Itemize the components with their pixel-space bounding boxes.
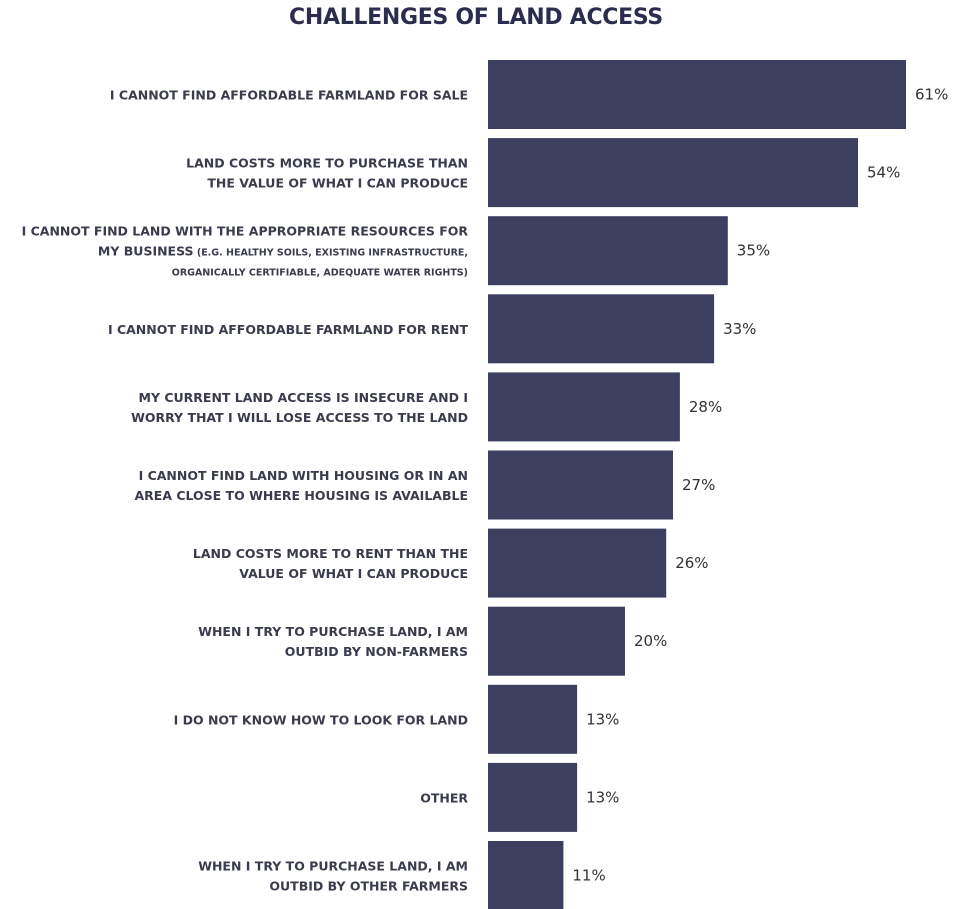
value-label-2: 54% [867, 164, 900, 182]
category-label-11-line-2: OUTBID BY OTHER FARMERS [269, 879, 468, 894]
bar-9 [488, 684, 578, 754]
bar-3 [488, 216, 728, 286]
category-label-segment: I CANNOT FIND AFFORDABLE FARMLAND FOR SA… [110, 88, 468, 103]
category-label-segment: I CANNOT FIND LAND WITH THE APPROPRIATE … [22, 224, 469, 239]
category-label-segment: OUTBID BY OTHER FARMERS [269, 879, 468, 894]
value-label-1: 61% [915, 86, 948, 104]
category-label-8-line-2: OUTBID BY NON-FARMERS [285, 644, 468, 659]
bar-5 [488, 372, 680, 442]
category-label-2-line-2: THE VALUE OF WHAT I CAN PRODUCE [207, 176, 468, 191]
bar-11 [488, 841, 564, 909]
bar-6 [488, 450, 673, 520]
category-label-segment: OUTBID BY NON-FARMERS [285, 644, 468, 659]
value-labels-group: 61% 54% 35% 33% 28% 27% 26% 20% 13% 13% 11% [572, 86, 948, 885]
bar-8 [488, 606, 625, 676]
category-label-6-line-1: I CANNOT FIND LAND WITH HOUSING OR IN AN [139, 468, 468, 483]
category-label-segment: OTHER [420, 790, 468, 805]
bar-1 [488, 60, 906, 129]
category-label-5-line-1: MY CURRENT LAND ACCESS IS INSECURE AND I [139, 390, 469, 405]
value-label-7: 26% [675, 554, 708, 572]
bar-2 [488, 138, 858, 208]
category-label-segment: WHEN I TRY TO PURCHASE LAND, I AM [198, 624, 468, 639]
category-label-segment: ORGANICALLY CERTIFIABLE, ADEQUATE WATER … [172, 268, 468, 279]
bar-7 [488, 528, 667, 598]
category-label-segment: WHEN I TRY TO PURCHASE LAND, I AM [198, 859, 468, 874]
category-label-1-line-1: I CANNOT FIND AFFORDABLE FARMLAND FOR SA… [110, 88, 468, 103]
value-label-3: 35% [737, 242, 770, 260]
category-label-4-line-1: I CANNOT FIND AFFORDABLE FARMLAND FOR RE… [108, 322, 469, 337]
category-label-3-line-3: ORGANICALLY CERTIFIABLE, ADEQUATE WATER … [172, 268, 468, 279]
category-label-10-line-1: OTHER [420, 790, 468, 805]
category-label-2-line-1: LAND COSTS MORE TO PURCHASE THAN [186, 156, 468, 171]
category-label-segment: VALUE OF WHAT I CAN PRODUCE [239, 566, 468, 581]
category-label-9-line-1: I DO NOT KNOW HOW TO LOOK FOR LAND [174, 712, 468, 727]
category-label-5-line-2: WORRY THAT I WILL LOSE ACCESS TO THE LAN… [131, 410, 468, 425]
category-label-segment: I CANNOT FIND LAND WITH HOUSING OR IN AN [139, 468, 468, 483]
value-label-5: 28% [689, 398, 722, 416]
category-label-segment: (E.G. HEALTHY SOILS, EXISTING INFRASTRUC… [194, 248, 468, 259]
category-label-segment: I DO NOT KNOW HOW TO LOOK FOR LAND [174, 712, 468, 727]
value-label-6: 27% [682, 476, 715, 494]
bar-10 [488, 762, 578, 832]
bars-group [488, 60, 906, 909]
category-label-8-line-1: WHEN I TRY TO PURCHASE LAND, I AM [198, 624, 468, 639]
category-label-segment: MY CURRENT LAND ACCESS IS INSECURE AND I [139, 390, 469, 405]
category-label-3-line-1: I CANNOT FIND LAND WITH THE APPROPRIATE … [22, 224, 469, 239]
category-label-segment: AREA CLOSE TO WHERE HOUSING IS AVAILABLE [134, 488, 468, 503]
value-label-10: 13% [586, 788, 619, 806]
category-label-segment: LAND COSTS MORE TO PURCHASE THAN [186, 156, 468, 171]
category-label-3-line-2: MY BUSINESS (E.G. HEALTHY SOILS, EXISTIN… [98, 244, 468, 259]
chart-title: CHALLENGES OF LAND ACCESS [289, 5, 663, 30]
value-label-9: 13% [586, 710, 619, 728]
category-label-segment: THE VALUE OF WHAT I CAN PRODUCE [207, 176, 468, 191]
value-label-4: 33% [723, 320, 756, 338]
category-label-11-line-1: WHEN I TRY TO PURCHASE LAND, I AM [198, 859, 468, 874]
value-label-8: 20% [634, 632, 667, 650]
category-label-7-line-1: LAND COSTS MORE TO RENT THAN THE [193, 546, 468, 561]
category-label-7-line-2: VALUE OF WHAT I CAN PRODUCE [239, 566, 468, 581]
category-label-segment: MY BUSINESS [98, 244, 194, 259]
category-labels-group: I CANNOT FIND AFFORDABLE FARMLAND FOR SA… [22, 88, 469, 894]
category-label-segment: LAND COSTS MORE TO RENT THAN THE [193, 546, 468, 561]
value-label-11: 11% [572, 867, 605, 885]
bar-4 [488, 294, 715, 364]
category-label-6-line-2: AREA CLOSE TO WHERE HOUSING IS AVAILABLE [134, 488, 468, 503]
category-label-segment: I CANNOT FIND AFFORDABLE FARMLAND FOR RE… [108, 322, 469, 337]
category-label-segment: WORRY THAT I WILL LOSE ACCESS TO THE LAN… [131, 410, 468, 425]
